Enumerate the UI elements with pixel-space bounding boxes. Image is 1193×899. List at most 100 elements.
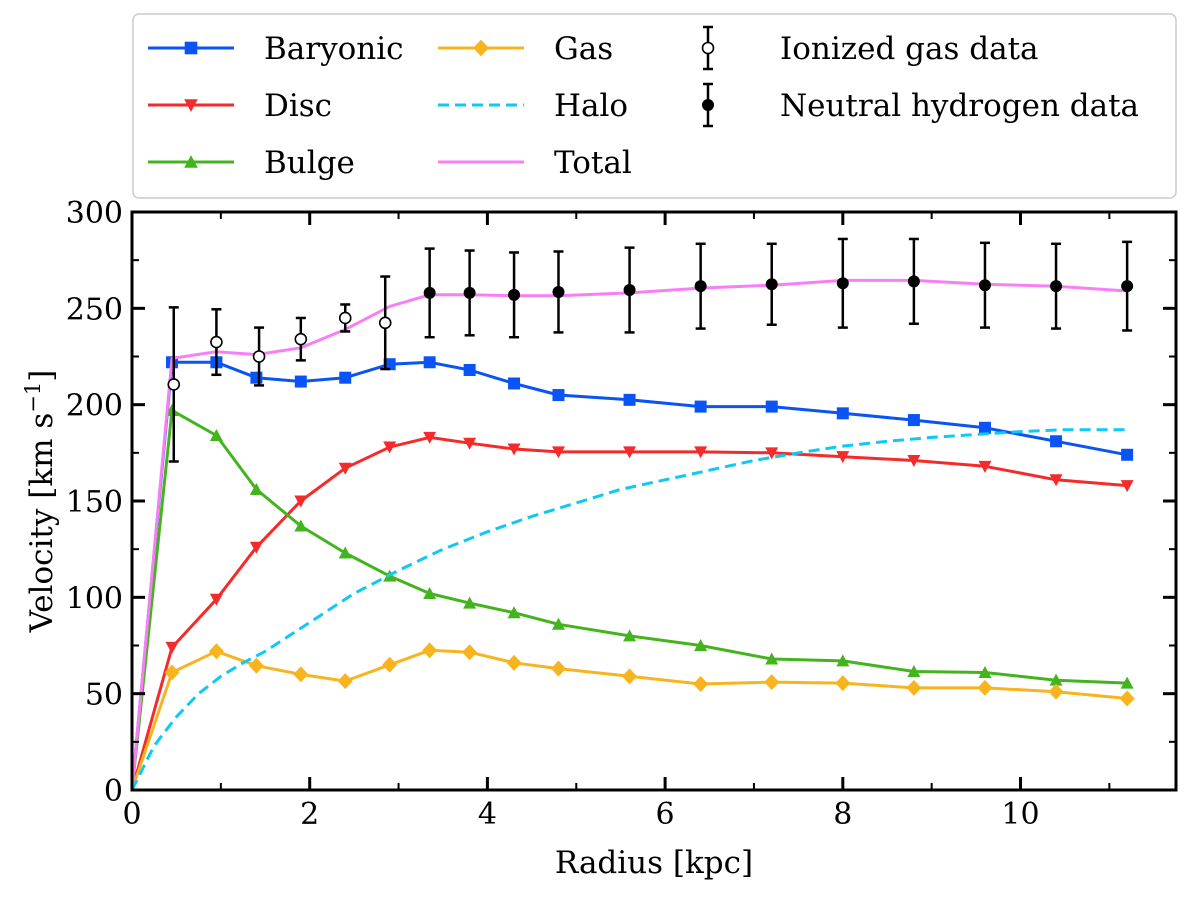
y-tick-label: 100: [66, 581, 123, 616]
disc-point: [836, 451, 850, 464]
bulge-series: [132, 403, 1134, 790]
baryonic-point: [423, 356, 436, 369]
disc-point: [209, 593, 223, 606]
gas-series: [132, 642, 1135, 790]
baryonic-point: [463, 363, 476, 376]
ionized-gas-data-point: [167, 378, 181, 391]
legend-label: Ionized gas data: [780, 31, 1039, 67]
x-tick-label: 10: [1001, 797, 1039, 832]
neutral-hydrogen-data-point: [765, 278, 778, 291]
baryonic-point: [1050, 435, 1063, 448]
baryonic-point: [250, 371, 263, 384]
legend-marker: [184, 155, 198, 168]
bulge-point: [765, 652, 779, 665]
neutral-hydrogen-data-point: [623, 284, 636, 297]
legend-label: Baryonic: [264, 31, 404, 67]
legend-item-halo: Halo: [438, 88, 628, 124]
neutral-hydrogen-data-point: [836, 277, 849, 290]
bulge-point: [463, 596, 477, 609]
baryonic-point: [836, 407, 849, 420]
baryonic-point: [339, 371, 352, 384]
disc-point: [249, 541, 263, 554]
legend-marker: [702, 99, 714, 111]
neutral-hydrogen-data-point: [1050, 280, 1063, 293]
bulge-point: [1049, 673, 1063, 686]
bulge-point: [249, 482, 263, 495]
y-axis-label: Velocity [km s−1]: [21, 370, 60, 634]
bulge-line: [132, 408, 1128, 790]
ionized-gas-data-point: [252, 350, 266, 363]
disc-point: [765, 447, 779, 460]
baryonic-point: [978, 421, 991, 434]
gas-point: [208, 643, 224, 660]
gas-point: [977, 679, 993, 696]
neutral-hydrogen-data-point: [978, 279, 991, 292]
baryonic-point: [1121, 448, 1134, 461]
disc-point: [165, 641, 179, 654]
disc-point: [551, 446, 565, 459]
bulge-point: [836, 654, 850, 667]
bulge-point: [978, 665, 992, 678]
neutral-hydrogen-data-point: [423, 286, 436, 299]
disc-point: [383, 441, 397, 454]
legend-marker: [473, 39, 489, 57]
baryonic-point: [623, 393, 636, 406]
baryonic-point: [694, 400, 707, 413]
y-axis-label-main: Velocity [km s: [24, 413, 60, 634]
baryonic-point: [552, 389, 565, 402]
x-tick-label: 8: [833, 797, 852, 832]
x-tick-label: 6: [656, 797, 675, 832]
y-tick-label: 0: [104, 774, 123, 809]
legend: Baryonic Disc Bulge Gas Halo Total Ionized gas…: [132, 13, 1177, 199]
axes-frame: [130, 210, 1178, 792]
gas-point: [382, 656, 398, 673]
baryonic-point: [383, 358, 396, 371]
legend-label: Halo: [554, 88, 628, 124]
bulge-point: [694, 639, 708, 651]
legend-marker: [701, 41, 715, 55]
gas-point: [693, 676, 709, 693]
y-tick-label: 50: [85, 678, 123, 713]
gas-point: [622, 668, 638, 685]
total-series: [132, 278, 1128, 790]
gas-point: [337, 673, 353, 690]
gas-point: [248, 657, 264, 674]
x-tick-label: 4: [478, 797, 497, 832]
disc-point: [623, 446, 637, 459]
baryonic-point: [508, 377, 521, 390]
bulge-point: [623, 629, 637, 642]
gas-point: [164, 664, 180, 681]
neutral-hydrogen-data-point: [463, 286, 476, 299]
legend-item-ionized-gas-data: Ionized gas data: [701, 25, 1039, 71]
bulge-point: [1120, 676, 1134, 689]
disc-series: [132, 431, 1134, 790]
y-tick-label: 150: [66, 485, 123, 520]
legend-label: Neutral hydrogen data: [780, 88, 1139, 124]
legend-label: Disc: [264, 88, 332, 124]
ionized-gas-data-point: [294, 332, 308, 346]
disc-point: [294, 495, 308, 508]
legend-item-disc: Disc: [148, 88, 332, 124]
neutral-hydrogen-data-point: [552, 285, 565, 298]
neutral-hydrogen-data-series: [423, 237, 1134, 339]
gas-point: [835, 675, 851, 692]
y-tick-label: 200: [66, 389, 123, 424]
legend-label: Gas: [554, 31, 613, 67]
legend-item-total: Total: [438, 145, 632, 181]
halo-line: [132, 428, 1128, 790]
ionized-gas-data-series: [167, 275, 392, 463]
bulge-point: [551, 617, 565, 630]
disc-point: [1120, 480, 1134, 493]
y-axis-label-close: ]: [24, 370, 60, 382]
neutral-hydrogen-data-point: [508, 288, 521, 301]
disc-point: [423, 431, 437, 444]
ionized-gas-data-point: [378, 316, 392, 330]
x-tick-label: 0: [122, 797, 141, 832]
legend-item-neutral-hydrogen-data: Neutral hydrogen data: [702, 82, 1139, 128]
disc-point: [907, 455, 921, 468]
baryonic-point: [294, 375, 307, 388]
legend-marker: [184, 99, 198, 112]
legend-label: Bulge: [264, 145, 355, 181]
